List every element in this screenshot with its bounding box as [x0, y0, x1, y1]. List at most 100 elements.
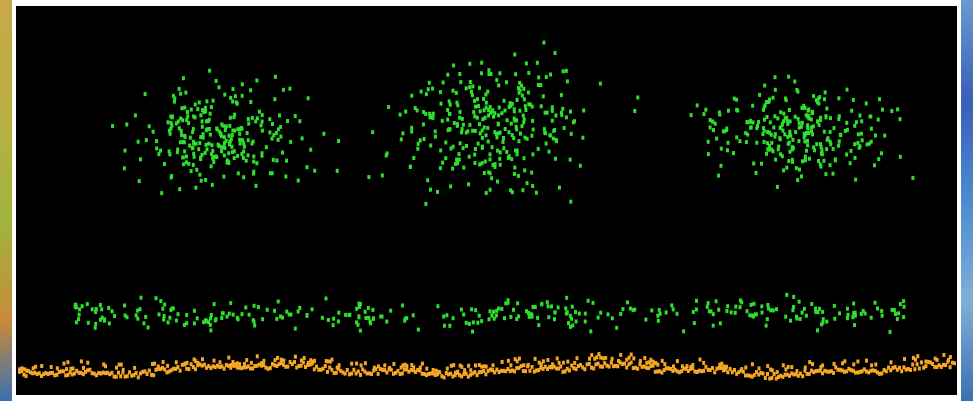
canopy-point [201, 120, 204, 124]
understory-point [78, 313, 81, 317]
canopy-point [282, 88, 285, 92]
canopy-point [524, 108, 527, 112]
canopy-point [502, 140, 505, 144]
ground-point [949, 365, 952, 369]
understory-point [619, 312, 622, 316]
canopy-point [513, 172, 516, 176]
ground-point [352, 368, 355, 372]
canopy-point [204, 106, 207, 110]
canopy-point [489, 152, 492, 156]
canopy-point [215, 79, 218, 83]
canopy-point [261, 113, 264, 117]
canopy-point [261, 120, 264, 124]
canopy-point [763, 129, 766, 133]
canopy-point [824, 114, 827, 118]
canopy-point [499, 131, 502, 135]
ground-point [219, 360, 222, 364]
canopy-point [473, 153, 476, 157]
canopy-point [247, 117, 250, 121]
understory-point [355, 320, 358, 324]
understory-point [136, 309, 139, 313]
understory-point [657, 319, 660, 323]
canopy-point [546, 111, 549, 115]
canopy-point [518, 109, 521, 113]
canopy-point [252, 160, 255, 164]
canopy-point [785, 166, 788, 170]
understory-point [805, 314, 808, 318]
canopy-point [690, 113, 693, 117]
canopy-point [440, 102, 443, 106]
canopy-point [190, 169, 193, 173]
canopy-point [792, 146, 795, 150]
canopy-point [517, 174, 520, 178]
ground-point [66, 360, 69, 364]
canopy-point [560, 93, 563, 97]
understory-point [626, 300, 629, 304]
understory-point [489, 309, 492, 313]
canopy-point [798, 121, 801, 125]
ground-point [175, 360, 178, 364]
understory-point [695, 308, 698, 312]
canopy-point [210, 164, 213, 168]
canopy-point [419, 138, 422, 142]
canopy-point [265, 145, 268, 149]
understory-point [712, 312, 715, 316]
canopy-point [773, 135, 776, 139]
canopy-point [852, 98, 855, 102]
canopy-point [441, 119, 444, 123]
canopy-point [777, 145, 780, 149]
canopy-point [890, 109, 893, 113]
canopy-point [720, 147, 723, 151]
canopy-point [522, 114, 525, 118]
understory-point [730, 310, 733, 314]
canopy-point [261, 129, 264, 133]
canopy-point [552, 137, 555, 141]
ground-point [663, 362, 666, 366]
canopy-point [837, 96, 840, 100]
ground-point [82, 366, 85, 370]
understory-point [795, 317, 798, 321]
understory-point [288, 313, 291, 317]
ground-point [583, 367, 586, 371]
ground-point [377, 372, 380, 376]
understory-point [503, 316, 506, 320]
ground-point [558, 361, 561, 365]
canopy-point [446, 108, 449, 112]
understory-point [167, 320, 170, 324]
ground-point [446, 367, 449, 371]
canopy-point [277, 127, 280, 131]
canopy-point [281, 151, 284, 155]
canopy-point [478, 86, 481, 90]
understory-point [311, 307, 314, 311]
ground-point [686, 364, 689, 368]
understory-point [557, 306, 560, 310]
canopy-point [242, 156, 245, 160]
canopy-point [208, 69, 211, 73]
canopy-point [849, 161, 852, 165]
canopy-point [498, 157, 501, 161]
canopy-point [467, 182, 470, 186]
canopy-point [581, 136, 584, 140]
understory-point [94, 322, 97, 326]
canopy-point [696, 103, 699, 107]
canopy-point [429, 188, 432, 192]
canopy-point [145, 138, 148, 142]
canopy-point [434, 130, 437, 134]
understory-point [633, 308, 636, 312]
canopy-point [183, 134, 186, 138]
understory-point [488, 317, 491, 321]
ground-point [117, 371, 120, 375]
canopy-point [182, 76, 185, 80]
canopy-point [755, 171, 758, 175]
ground-point [903, 357, 906, 361]
understory-point [321, 316, 324, 320]
canopy-point [481, 129, 484, 133]
canopy-point [236, 127, 239, 131]
ground-point [438, 370, 441, 374]
canopy-point [229, 116, 232, 120]
understory-point [332, 323, 335, 327]
understory-point [142, 321, 145, 325]
canopy-point [152, 130, 155, 134]
canopy-point [865, 101, 868, 105]
ground-point [566, 360, 569, 364]
